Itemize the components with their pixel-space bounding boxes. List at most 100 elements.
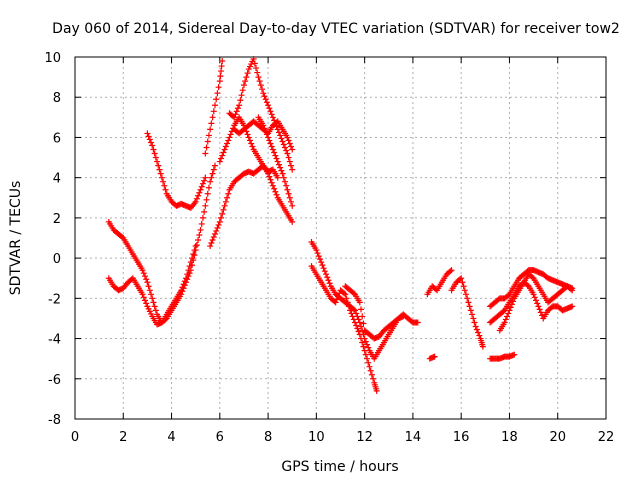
data-point (214, 224, 221, 231)
data-point (180, 281, 187, 288)
x-tick-label: 22 (598, 430, 615, 445)
series-arc-e (202, 58, 226, 157)
data-point (505, 292, 512, 299)
x-tick-label: 2 (119, 430, 127, 445)
data-point (320, 265, 327, 272)
data-point (356, 331, 363, 338)
data-point (288, 143, 295, 150)
data-point (461, 287, 468, 294)
data-point (266, 105, 273, 112)
data-point (195, 237, 202, 244)
series-arc-h (216, 114, 296, 225)
data-point (347, 307, 354, 314)
data-point (196, 189, 203, 196)
data-point (248, 140, 255, 147)
data-point (318, 259, 325, 266)
data-point (261, 93, 268, 100)
data-point (286, 158, 293, 165)
data-point (500, 308, 507, 315)
y-tick-label: 2 (53, 212, 61, 227)
data-point (253, 65, 260, 72)
x-tick-label: 10 (308, 430, 325, 445)
y-tick-label: 0 (53, 252, 61, 267)
data-point (373, 387, 380, 394)
data-point (191, 247, 198, 254)
data-point (362, 351, 369, 358)
data-point (216, 218, 223, 225)
data-point (467, 307, 474, 314)
data-point (151, 303, 158, 310)
data-point (152, 307, 159, 314)
data-point (222, 143, 229, 150)
data-point (359, 339, 366, 346)
data-point (279, 138, 286, 145)
data-point (150, 299, 157, 306)
data-point (246, 137, 253, 144)
data-point (400, 313, 407, 320)
data-point (140, 294, 147, 301)
data-point (243, 128, 250, 135)
data-point (471, 319, 478, 326)
data-point (150, 146, 157, 153)
data-point (284, 186, 291, 193)
data-point (274, 158, 281, 165)
data-point (237, 97, 244, 104)
data-point (456, 276, 463, 283)
data-point (283, 182, 290, 189)
data-point (218, 68, 225, 75)
data-point (469, 311, 476, 318)
data-point (348, 310, 355, 317)
data-point (208, 174, 215, 181)
data-point (202, 202, 209, 209)
data-point (234, 105, 241, 112)
series-arc-s (487, 351, 518, 362)
data-point (213, 96, 220, 103)
data-point (220, 149, 227, 156)
data-point (186, 263, 193, 270)
data-point (284, 150, 291, 157)
data-point (193, 242, 200, 249)
data-point (221, 146, 228, 153)
data-point (273, 191, 280, 198)
data-point (192, 198, 199, 205)
data-marks (105, 56, 576, 394)
data-point (463, 291, 470, 298)
data-point (358, 335, 365, 342)
data-point (250, 56, 257, 63)
data-point (281, 144, 288, 151)
series-arc-i (255, 114, 296, 209)
x-tick-label: 20 (549, 430, 566, 445)
data-point (288, 162, 295, 169)
data-point (202, 174, 209, 181)
data-point (158, 174, 165, 181)
data-point (225, 137, 232, 144)
data-point (207, 126, 214, 133)
data-point (209, 170, 216, 177)
data-point (361, 347, 368, 354)
data-point (209, 237, 216, 244)
data-point (285, 190, 292, 197)
data-point (139, 291, 146, 298)
data-point (148, 139, 155, 146)
data-point (202, 150, 209, 157)
data-point (260, 90, 267, 97)
data-point (508, 301, 515, 308)
data-point (243, 74, 250, 81)
data-point (228, 128, 235, 135)
data-point (198, 183, 205, 190)
series-arc-b (105, 243, 199, 328)
data-point (257, 82, 264, 89)
data-point (314, 250, 321, 257)
data-point (345, 303, 352, 310)
data-point (217, 73, 224, 80)
data-point (360, 343, 367, 350)
data-point (178, 287, 185, 294)
data-point (254, 69, 261, 76)
data-point (207, 178, 214, 185)
data-point (189, 255, 196, 262)
data-point (204, 190, 211, 197)
data-point (160, 178, 167, 185)
data-point (460, 283, 467, 290)
data-point (354, 325, 361, 332)
